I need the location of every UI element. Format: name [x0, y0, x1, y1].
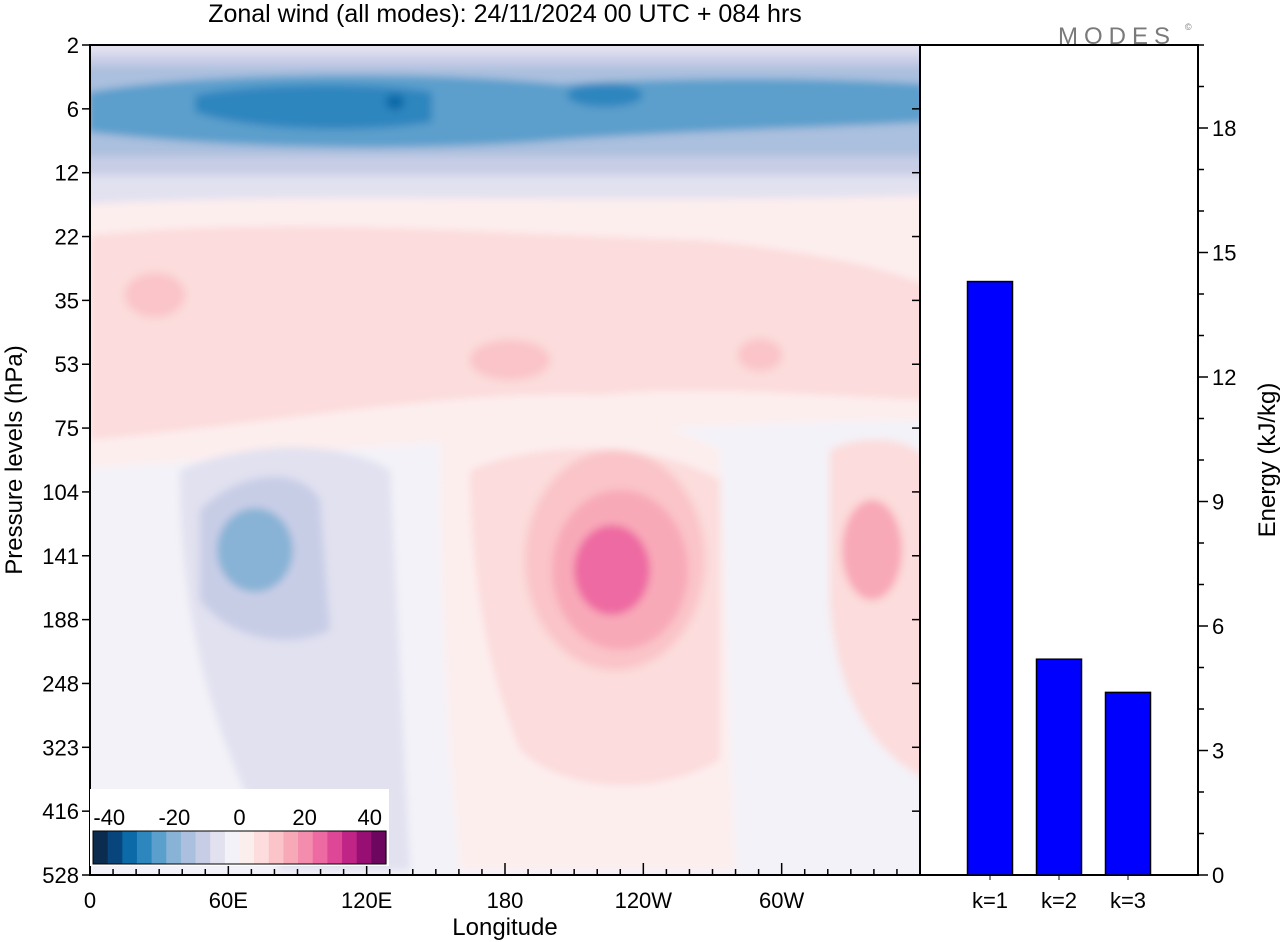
field-jet-core — [574, 525, 650, 615]
x-tick-label: 60W — [759, 888, 804, 913]
colorbar-swatch — [195, 831, 211, 864]
energy-tick-label: 15 — [1212, 241, 1236, 266]
y-axis-label: Pressure levels (hPa) — [1, 345, 28, 574]
colorbar-swatch — [312, 831, 328, 864]
energy-tick-label: 0 — [1212, 863, 1224, 888]
colorbar-tick-label: -40 — [93, 805, 125, 830]
y-tick-label: 416 — [42, 799, 79, 824]
field-pink-layer-inner — [90, 226, 920, 440]
colorbar-tick-label: 40 — [357, 805, 381, 830]
y-tick-label: 35 — [55, 288, 79, 313]
energy-tick-label: 9 — [1212, 490, 1224, 515]
energy-tick-label: 12 — [1212, 365, 1236, 390]
colorbar-swatch — [224, 831, 241, 864]
colorbar-frame — [92, 830, 387, 865]
energy-bar — [966, 280, 1014, 876]
colorbar-swatch — [254, 831, 270, 864]
field-pink-spot-c — [738, 339, 782, 371]
colorbar-swatch — [122, 831, 138, 864]
y-tick-label: 188 — [42, 608, 79, 633]
colorbar-swatch — [107, 831, 123, 864]
colorbar-swatch — [342, 831, 358, 864]
heatmap-field — [90, 45, 920, 870]
colorbar-swatch — [180, 831, 197, 864]
colorbar-swatch — [166, 831, 182, 864]
field-upper-core-strong — [195, 84, 432, 130]
y-tick-label: 53 — [55, 352, 79, 377]
colorbar-tick-label: 20 — [292, 805, 316, 830]
x-tick-label: 120E — [341, 888, 392, 913]
chart-title: Zonal wind (all modes): 24/11/2024 00 UT… — [208, 0, 802, 28]
x-axis-label: Longitude — [452, 914, 557, 941]
field-upper-core-strong-b — [567, 83, 643, 107]
bar-series: k=1 k=2 k=3 — [966, 280, 1152, 913]
y-tick-label: 104 — [42, 480, 79, 505]
x-tick-label: 0 — [84, 888, 96, 913]
colorbar-swatch — [210, 831, 226, 864]
y-tick-label: 6 — [67, 97, 79, 122]
colorbar-tick-label: -20 — [158, 805, 190, 830]
colorbar-swatch — [268, 831, 285, 864]
colorbar: -40 -20 0 20 40 — [90, 789, 389, 866]
energy-tick-label: 18 — [1212, 116, 1236, 141]
y-tick-label: 12 — [55, 161, 79, 186]
energy-bar — [1035, 658, 1083, 876]
y-tick-label: 248 — [42, 671, 79, 696]
colorbar-swatch — [283, 831, 299, 864]
bar-category-label: k=3 — [1110, 888, 1146, 913]
x-tick-label: 180 — [487, 888, 524, 913]
y-tick-label: 22 — [55, 225, 79, 250]
energy-axis-label: Energy (kJ/kg) — [1254, 383, 1280, 538]
x-tick-label: 60E — [209, 888, 248, 913]
colorbar-swatch — [327, 831, 343, 864]
colorbar-tick-label: 0 — [233, 805, 245, 830]
colorbar-swatch — [239, 831, 255, 864]
colorbar-swatch — [136, 831, 153, 864]
colorbar-swatch — [298, 831, 314, 864]
y-tick-label: 141 — [42, 544, 79, 569]
energy-bar — [1104, 691, 1152, 876]
colorbar-swatch — [356, 831, 372, 864]
colorbar-swatch — [93, 831, 109, 864]
colorbar-swatch — [371, 831, 387, 864]
y-tick-label: 75 — [55, 416, 79, 441]
bar-category-label: k=2 — [1041, 888, 1077, 913]
field-pink-spot-b — [470, 340, 550, 380]
y-tick-label: 2 — [67, 33, 79, 58]
energy-axis: 0 3 6 9 12 15 18 — [989, 44, 1236, 888]
x-tick-label: 120W — [615, 888, 673, 913]
field-upper-core-max — [385, 94, 405, 110]
field-east-core — [842, 500, 902, 600]
bar-category-label: k=1 — [972, 888, 1008, 913]
bar-panel: k=1 k=2 k=3 0 3 6 9 12 15 18 Energy (kJ/kg) — [919, 44, 1280, 913]
logo-mark: © — [1185, 22, 1192, 32]
colorbar-swatch — [151, 831, 167, 864]
field-pink-spot-a — [125, 273, 185, 317]
heatmap-panel: 0 60E 120E 180 120W 60W 2 6 12 22 35 53 75 104 141 188… — [1, 33, 921, 941]
y-tick-label: 528 — [42, 863, 79, 888]
pressure-axis: 2 6 12 22 35 53 75 104 141 188 248 323 416 528 — [42, 33, 920, 888]
energy-tick-label: 6 — [1212, 614, 1224, 639]
y-tick-label: 323 — [42, 735, 79, 760]
field-blue-trop-core — [217, 508, 293, 592]
longitude-axis: 0 60E 120E 180 120W 60W — [84, 863, 921, 913]
energy-tick-label: 3 — [1212, 739, 1224, 764]
